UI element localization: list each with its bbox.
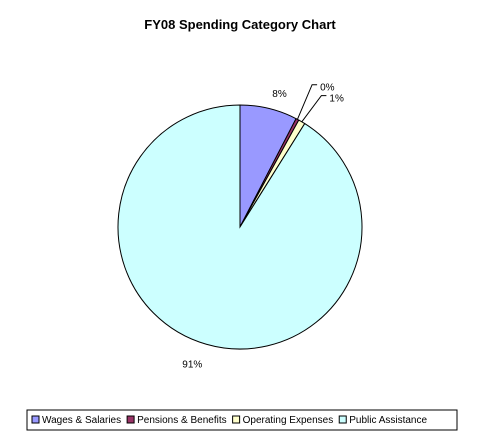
legend-label-operating-expenses: Operating Expenses <box>243 415 334 426</box>
legend-box <box>26 409 458 431</box>
data-label-operating-expenses: 1% <box>329 94 344 105</box>
chart-title: FY08 Spending Category Chart <box>144 17 336 32</box>
legend-swatch-wages-and-salaries <box>31 415 40 424</box>
legend-label-pensions-and-benefits: Pensions & Benefits <box>137 415 227 426</box>
data-label-wages-and-salaries: 8% <box>272 89 287 100</box>
pie-labels: 8% 0%1% 91% <box>182 83 344 371</box>
legend-label-public-assistance: Public Assistance <box>349 415 427 426</box>
leader-line-operating-expenses <box>301 95 327 123</box>
pie-slice-public-assistance <box>117 104 363 350</box>
legend-swatch-operating-expenses <box>232 415 241 424</box>
pie-slices <box>117 104 363 350</box>
data-label-public-assistance: 91% <box>182 359 202 370</box>
legend-label-wages-and-salaries: Wages & Salaries <box>42 415 121 426</box>
leader-line-pensions-and-benefits <box>296 84 318 120</box>
data-label-pensions-and-benefits: 0% <box>320 83 335 94</box>
legend-swatch-pensions-and-benefits <box>126 415 135 424</box>
legend-swatch-public-assistance <box>338 415 347 424</box>
legend: Wages & Salaries Pensions & Benefits Opera… <box>26 409 458 431</box>
